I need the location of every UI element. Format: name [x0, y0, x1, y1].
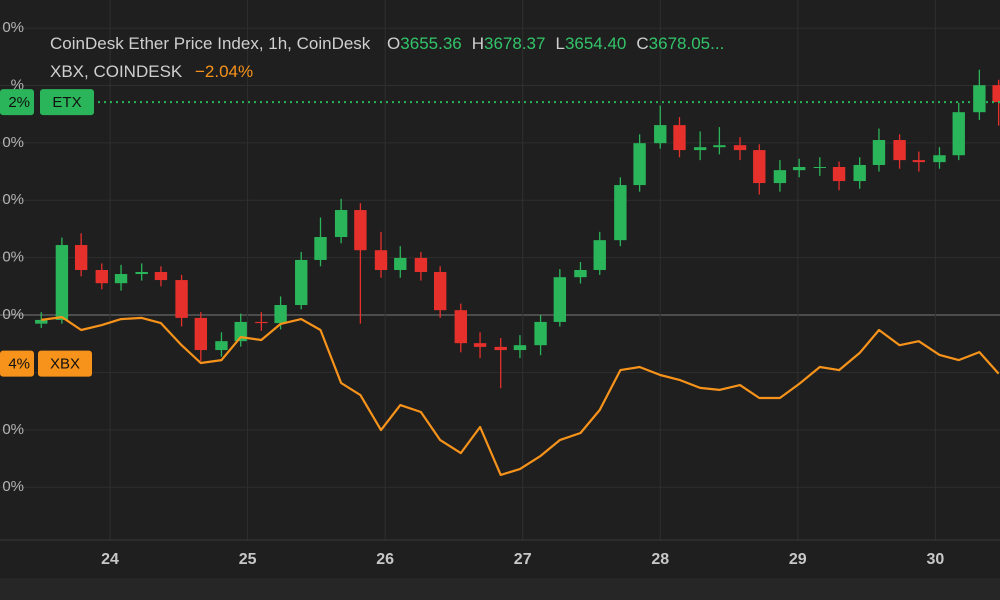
header-title: CoinDesk Ether Price Index, 1h, CoinDesk	[50, 34, 371, 53]
header-change: −2.04%	[195, 62, 253, 81]
ohlc-key: O	[387, 34, 400, 53]
candle-body	[553, 277, 567, 322]
candle-body	[374, 250, 388, 270]
candle-body	[314, 237, 327, 260]
candle-body	[95, 270, 108, 284]
x-tick-label: 25	[239, 551, 257, 568]
candle-body	[35, 319, 48, 324]
candle-body	[414, 257, 428, 273]
y-tick-label: 0%	[2, 306, 24, 323]
candle-body	[454, 310, 467, 344]
candle-body	[534, 321, 547, 346]
candle-body	[973, 85, 986, 113]
plot	[35, 69, 1000, 476]
candle-body	[354, 210, 367, 251]
candle-body	[633, 143, 646, 186]
ohlc-value: 3678.05...	[649, 34, 725, 53]
candle-body	[194, 317, 208, 351]
candle-body	[654, 125, 667, 144]
bottom-strip	[0, 578, 1000, 600]
candle-body	[74, 245, 88, 270]
line	[41, 316, 1000, 476]
candle-body	[154, 272, 168, 281]
ohlc-value: 3678.37	[484, 34, 545, 53]
ohlc-key: C	[636, 34, 648, 53]
y-tick-label: 0%	[2, 421, 24, 438]
candle-body	[673, 125, 686, 151]
candle-body	[912, 160, 926, 163]
x-tick-label: 28	[651, 551, 669, 568]
candle-body	[114, 274, 128, 284]
ohlc-value: 3654.40	[565, 34, 626, 53]
y-tick-label: 0%	[2, 478, 24, 495]
y-tick-label: 0%	[2, 249, 24, 266]
y-tick-label: 0%	[2, 19, 24, 36]
candle-body	[215, 341, 228, 351]
candle-body	[175, 280, 188, 318]
candle-body	[933, 155, 946, 163]
candle-body	[494, 346, 507, 351]
candle-body	[614, 185, 627, 241]
grid	[0, 0, 1000, 540]
x-tick-label: 24	[101, 551, 119, 568]
candle-body	[433, 272, 447, 311]
ohlc-value: 3655.36	[400, 34, 461, 53]
candle-body	[893, 140, 906, 161]
candle-body	[733, 145, 747, 151]
candle-body	[234, 321, 247, 342]
legend-badge	[40, 89, 94, 116]
ohlc-key: H	[472, 34, 484, 53]
y-tick-label: 0%	[2, 134, 24, 151]
candle-body	[992, 85, 1000, 103]
candle-body	[334, 210, 348, 238]
legend-header: XBX, COINDESK −2.04%	[50, 62, 253, 81]
candle-body	[295, 259, 308, 306]
candle-body	[394, 257, 407, 270]
ohlc-key: L	[555, 34, 564, 53]
candle-body	[853, 164, 866, 182]
candle-body	[832, 166, 846, 182]
legend-label: ETX	[52, 94, 81, 111]
x-tick-label: 29	[789, 551, 807, 568]
candle-body	[574, 270, 587, 278]
candle-body	[55, 245, 69, 320]
candle-body	[593, 240, 606, 270]
legend-badge	[38, 350, 92, 377]
price-badge	[0, 89, 34, 116]
candle-body	[693, 147, 707, 151]
candle-body	[513, 345, 527, 351]
candle-body	[753, 150, 766, 184]
candle-body	[952, 112, 965, 156]
candle-body	[792, 166, 806, 171]
x-tick-label: 30	[926, 551, 944, 568]
x-tick-label: 27	[514, 551, 532, 568]
candle-body	[773, 170, 787, 184]
candle-body	[274, 305, 287, 324]
price-badge-label: 4%	[8, 356, 30, 373]
candle-body	[872, 140, 886, 165]
legend-header: CoinDesk Ether Price Index, 1h, CoinDesk…	[50, 34, 724, 53]
candle-body	[813, 166, 826, 168]
y-tick-label: 0%	[2, 191, 24, 208]
header-series: XBX, COINDESK	[50, 62, 183, 81]
price-badge	[0, 350, 34, 377]
candle-body	[255, 321, 268, 324]
candle-body	[135, 272, 148, 275]
candle-body	[473, 343, 487, 347]
legend-label: XBX	[50, 356, 80, 373]
x-tick-label: 26	[376, 551, 394, 568]
price-badge-label: 2%	[8, 94, 30, 111]
candle-body	[713, 145, 726, 148]
